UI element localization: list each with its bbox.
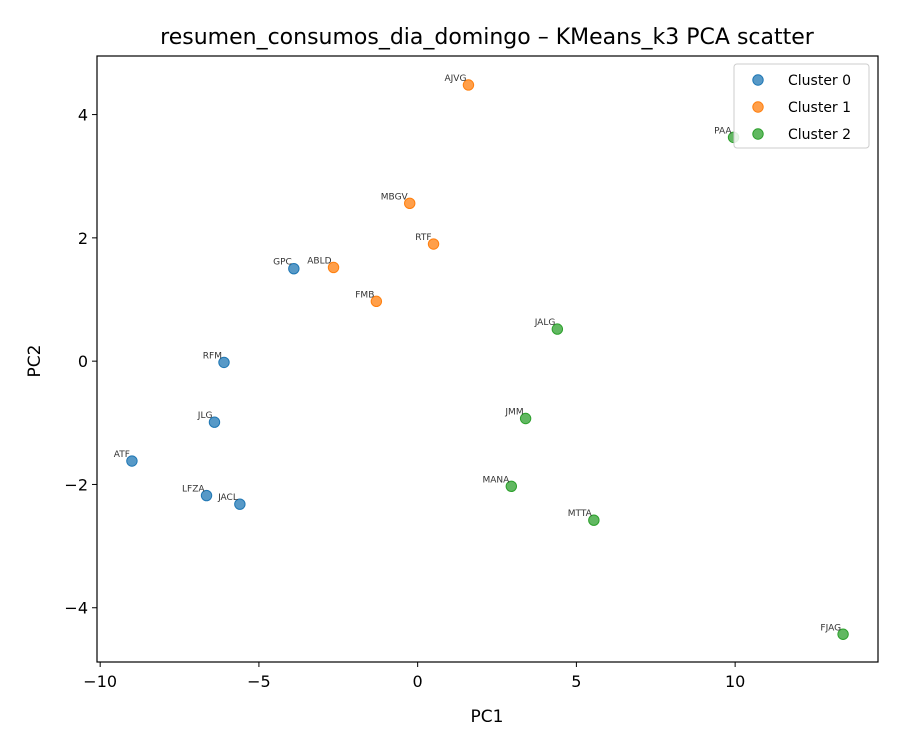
series-cluster-0: GPC RFM JLG ATF LFZA JACL [114, 258, 300, 510]
point-label: LFZA [182, 485, 205, 495]
data-point [519, 412, 532, 425]
legend-marker [752, 74, 764, 86]
data-point [551, 323, 564, 335]
data-point [126, 455, 138, 467]
x-axis-label: PC1 [471, 707, 504, 727]
data-point [234, 498, 246, 510]
point-label: RTF [415, 233, 431, 243]
x-tick-label: 0 [413, 672, 423, 691]
point-label: AJVG [444, 74, 466, 84]
point-label: MANA [482, 475, 510, 485]
point-label: GPC [273, 258, 292, 268]
data-point [462, 79, 475, 91]
x-tick-label: 10 [725, 672, 745, 691]
data-point [327, 261, 340, 274]
y-tick-label: 2 [78, 229, 88, 248]
series-cluster-2: PAA JALG JMM MANA MTTA FJAG [482, 126, 849, 640]
legend-label: Cluster 0 [788, 73, 851, 89]
data-point [200, 489, 213, 502]
data-point [370, 295, 383, 308]
data-point [837, 628, 849, 640]
point-label: FJAG [820, 623, 841, 633]
plot-frame [96, 55, 879, 663]
legend-label: Cluster 1 [788, 100, 851, 116]
series-cluster-1: AJVG MBGV RTF ABLD FMB [307, 74, 475, 308]
legend: Cluster 0 Cluster 1 Cluster 2 [733, 63, 870, 149]
x-tick-label: −5 [247, 672, 271, 691]
y-tick-label: −4 [64, 599, 88, 618]
data-point [427, 238, 440, 250]
plot-area: −10 −5 0 5 10 −4 −2 0 2 4 GPC RFM JLG ATF LFZA JACL AJVG… [64, 55, 879, 691]
legend-box [733, 63, 870, 149]
point-label: FMB [355, 290, 374, 300]
point-label: JLG [197, 411, 213, 421]
point-label: ABLD [307, 256, 331, 266]
legend-marker [752, 101, 764, 113]
legend-label: Cluster 2 [788, 127, 851, 143]
y-tick-label: −2 [64, 475, 88, 494]
data-point [208, 416, 221, 428]
data-point [588, 514, 600, 526]
point-label: PAA [714, 126, 732, 136]
legend-marker [752, 128, 764, 140]
y-tick-label: 4 [78, 106, 88, 125]
y-tick-label: 0 [78, 352, 88, 371]
data-point [218, 356, 230, 369]
chart-title: resumen_consumos_dia_domingo – KMeans_k3… [160, 25, 815, 50]
data-point [288, 262, 300, 275]
point-label: JMM [504, 407, 523, 417]
data-point [404, 197, 416, 210]
point-label: MBGV [381, 192, 409, 202]
point-label: RFM [203, 351, 222, 361]
x-tick-label: −10 [83, 672, 117, 691]
point-label: MTTA [568, 509, 593, 519]
x-tick-label: 5 [571, 672, 581, 691]
y-axis-label: PC2 [25, 345, 45, 378]
point-label: JALG [534, 318, 556, 328]
data-point [505, 480, 518, 493]
point-label: JACL [217, 493, 238, 503]
point-label: ATF [114, 450, 130, 460]
